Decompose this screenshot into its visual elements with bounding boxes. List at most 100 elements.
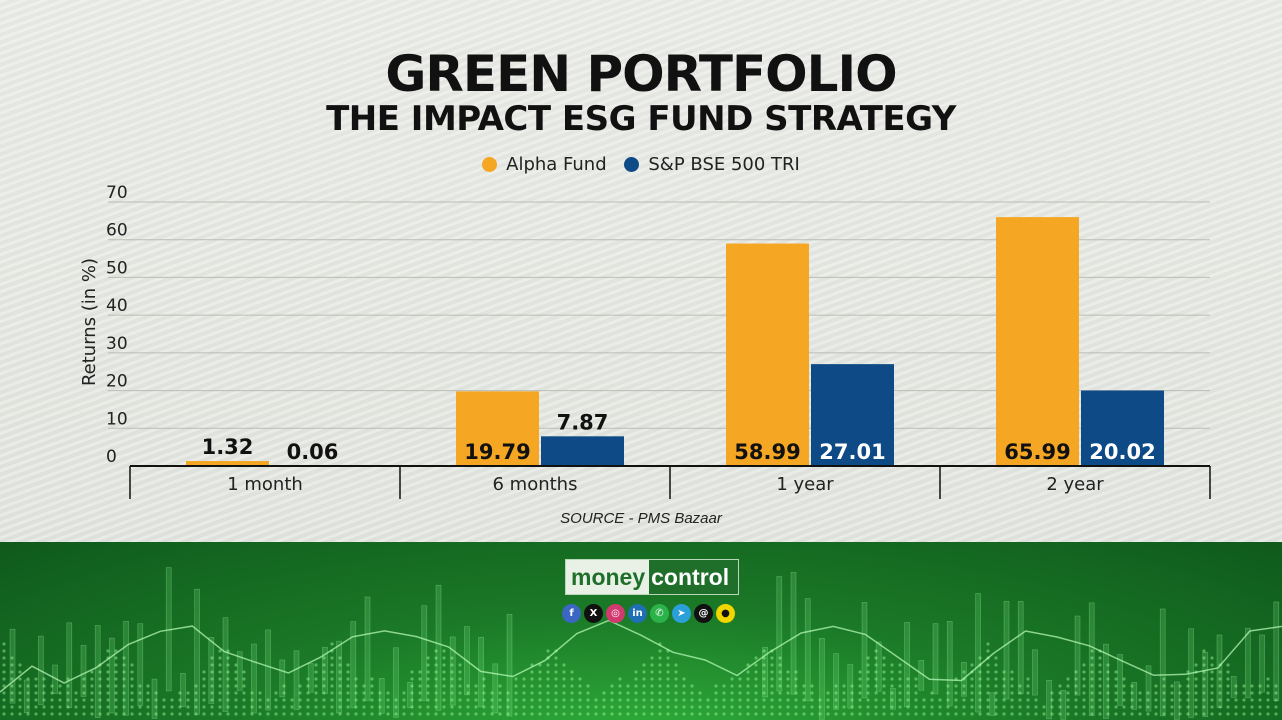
equalizer-dot (554, 698, 558, 702)
equalizer-dot (178, 705, 182, 709)
equalizer-dot (90, 712, 94, 716)
equalizer-dot (226, 705, 230, 709)
equalizer-dot (330, 663, 334, 667)
equalizer-dot (538, 705, 542, 709)
equalizer-dot (578, 691, 582, 695)
equalizer-dot (98, 677, 102, 681)
candle-bar (1259, 634, 1265, 693)
equalizer-dot (666, 656, 670, 660)
equalizer-dot (1122, 705, 1126, 709)
equalizer-dot (538, 712, 542, 716)
equalizer-dot (938, 698, 942, 702)
candle-bar (9, 628, 16, 704)
equalizer-dot (42, 677, 46, 681)
x-icon[interactable]: X (584, 604, 603, 623)
equalizer-dot (434, 670, 438, 674)
equalizer-dot (346, 677, 350, 681)
equalizer-dot (314, 691, 318, 695)
equalizer-dot (546, 684, 550, 688)
equalizer-dot (658, 649, 662, 653)
equalizer-dot (210, 705, 214, 709)
equalizer-dot (1018, 684, 1022, 688)
equalizer-dot (730, 698, 734, 702)
equalizer-dot (994, 656, 998, 660)
equalizer-dot (226, 670, 230, 674)
equalizer-dot (242, 670, 246, 674)
snapchat-icon[interactable]: ● (716, 604, 735, 623)
equalizer-dot (1002, 712, 1006, 716)
equalizer-dot (1042, 705, 1046, 709)
equalizer-dot (586, 705, 590, 709)
equalizer-dot (970, 691, 974, 695)
equalizer-dot (1082, 691, 1086, 695)
equalizer-dot (82, 684, 86, 688)
equalizer-dot (1178, 684, 1182, 688)
equalizer-dot (330, 670, 334, 674)
equalizer-dot (1090, 691, 1094, 695)
equalizer-dot (458, 712, 462, 716)
equalizer-dot (1170, 698, 1174, 702)
equalizer-dot (370, 684, 374, 688)
equalizer-dot (802, 698, 806, 702)
equalizer-dot (850, 712, 854, 716)
equalizer-dot (914, 677, 918, 681)
equalizer-dot (554, 705, 558, 709)
equalizer-dot (458, 691, 462, 695)
y-tick-label-60: 60 (106, 221, 128, 241)
equalizer-dot (434, 698, 438, 702)
equalizer-dot (90, 684, 94, 688)
equalizer-dot (530, 684, 534, 688)
equalizer-dot (914, 712, 918, 716)
instagram-icon[interactable]: ◎ (606, 604, 625, 623)
equalizer-dot (1186, 670, 1190, 674)
bar-chart: 0 10 20 30 40 50 60 70 Returns (in %) 1.32 0.06 1 m… (79, 183, 1211, 499)
equalizer-dot (282, 691, 286, 695)
equalizer-dot (106, 698, 110, 702)
equalizer-dot (114, 698, 118, 702)
equalizer-dot (754, 663, 758, 667)
telegram-icon[interactable]: ➤ (672, 604, 691, 623)
equalizer-dot (522, 705, 526, 709)
equalizer-dot (626, 705, 630, 709)
equalizer-dot (978, 684, 982, 688)
equalizer-dot (1258, 712, 1262, 716)
equalizer-dot (10, 698, 14, 702)
equalizer-dot (930, 698, 934, 702)
candle-bar (194, 588, 200, 715)
legend-swatch-alpha-fund (482, 157, 498, 172)
equalizer-dot (98, 705, 102, 709)
equalizer-dot (162, 712, 166, 716)
equalizer-dot (194, 698, 198, 702)
equalizer-dot (754, 656, 758, 660)
equalizer-dot (874, 649, 878, 653)
equalizer-dot (650, 677, 654, 681)
equalizer-dot (146, 705, 150, 709)
equalizer-dot (682, 705, 686, 709)
equalizer-dot (338, 705, 342, 709)
equalizer-dot (362, 698, 366, 702)
linkedin-icon[interactable]: in (628, 604, 647, 623)
equalizer-dot (562, 691, 566, 695)
equalizer-dot (882, 663, 886, 667)
equalizer-dot (362, 712, 366, 716)
equalizer-dot (634, 712, 638, 716)
equalizer-dot (906, 698, 910, 702)
equalizer-dot (610, 698, 614, 702)
equalizer-dot (746, 677, 750, 681)
equalizer-dot (1258, 684, 1262, 688)
equalizer-dot (450, 663, 454, 667)
whatsapp-icon[interactable]: ✆ (650, 604, 669, 623)
equalizer-dot (1106, 698, 1110, 702)
facebook-icon[interactable]: f (562, 604, 581, 623)
equalizer-dot (1234, 691, 1238, 695)
equalizer-dot (1202, 705, 1206, 709)
candle-bar (762, 646, 768, 698)
equalizer-dot (274, 698, 278, 702)
equalizer-dot (418, 670, 422, 674)
equalizer-dot (1250, 698, 1254, 702)
equalizer-dot (794, 698, 798, 702)
equalizer-dot (882, 670, 886, 674)
equalizer-dot (98, 698, 102, 702)
equalizer-dot (34, 677, 38, 681)
threads-icon[interactable]: @ (694, 604, 713, 623)
